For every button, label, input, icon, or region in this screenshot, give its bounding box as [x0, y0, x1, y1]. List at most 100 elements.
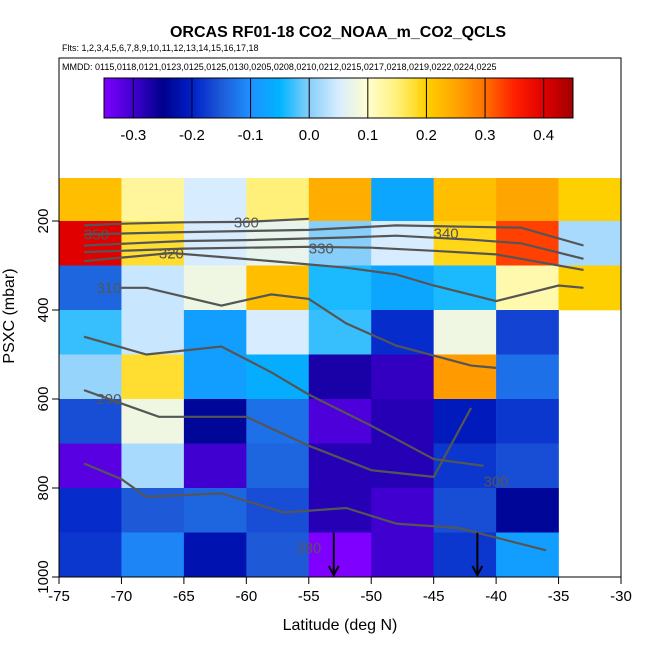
heatmap-cell	[433, 488, 497, 533]
colorbar-swatch	[225, 78, 229, 118]
colorbar-swatch	[275, 78, 279, 118]
contour-line	[83, 335, 484, 467]
contour-label: 300	[484, 473, 509, 490]
colorbar-swatch	[148, 78, 152, 118]
colorbar-tick-label: 0.2	[416, 127, 437, 144]
heatmap-cell	[558, 221, 622, 266]
colorbar-swatch	[108, 78, 112, 118]
colorbar-swatch	[179, 78, 182, 118]
colorbar-swatch	[387, 78, 391, 118]
colorbar-swatch	[261, 78, 264, 118]
colorbar-swatch	[296, 78, 300, 118]
y-tick-label: 800	[35, 475, 52, 500]
contour-lines	[83, 217, 584, 552]
colorbar-swatch	[326, 78, 330, 118]
colorbar-swatch	[305, 78, 309, 118]
colorbar-swatch	[551, 78, 555, 118]
contour-line	[83, 245, 584, 271]
colorbar-swatch	[504, 78, 508, 118]
colorbar-swatch	[474, 78, 478, 118]
colorbar-swatch	[230, 78, 234, 118]
colorbar-swatch	[254, 78, 257, 118]
heatmap-cell	[433, 354, 497, 400]
colorbar-swatch	[439, 78, 443, 118]
colorbar-swatch	[174, 78, 178, 118]
colorbar-swatch	[415, 78, 419, 118]
colorbar-swatch	[324, 78, 328, 118]
heatmap-cell	[496, 310, 559, 355]
colorbar-tick-label: 0.3	[475, 127, 496, 144]
colorbar-swatch	[361, 78, 365, 118]
colorbar-swatch	[247, 78, 250, 118]
colorbar-swatch	[570, 78, 574, 118]
colorbar-swatch	[303, 78, 307, 118]
colorbar-swatch	[521, 78, 525, 118]
colorbar-swatch	[404, 78, 408, 118]
colorbar-swatch	[312, 78, 316, 118]
heatmap-cell	[121, 310, 185, 355]
colorbar-swatch	[221, 78, 225, 118]
colorbar-swatch	[500, 78, 504, 118]
heatmap-cell	[59, 532, 122, 578]
contour-line	[83, 217, 309, 227]
flight-arrow-head	[327, 565, 340, 578]
heatmap-cell	[246, 532, 310, 578]
chart-title: ORCAS RF01-18 CO2_NOAA_m_CO2_QCLS	[170, 24, 506, 41]
colorbar-swatch	[408, 78, 412, 118]
colorbar-swatch	[373, 78, 377, 118]
colorbar-swatch	[411, 78, 415, 118]
x-tick-label: -30	[610, 588, 632, 605]
heatmap-cell	[59, 265, 122, 311]
heatmap-cell	[121, 532, 185, 578]
colorbar-swatch	[228, 78, 232, 118]
colorbar-swatch	[263, 78, 267, 118]
heatmap-cell	[183, 354, 247, 400]
colorbar-swatch	[368, 78, 372, 118]
heatmap-cell	[496, 399, 559, 444]
colorbar-swatch	[129, 78, 133, 118]
heatmap-cell	[496, 488, 559, 533]
heatmap-cell	[121, 178, 185, 222]
colorbar-swatch	[413, 78, 417, 118]
colorbar-swatch	[392, 78, 396, 118]
contour-label: 290	[96, 391, 121, 408]
heatmap-cell	[371, 532, 434, 578]
colorbar-swatch	[549, 78, 553, 118]
colorbar-swatch	[380, 78, 384, 118]
colorbar-swatch	[350, 78, 354, 118]
colorbar-swatch	[300, 78, 304, 118]
x-tick-label: -65	[173, 588, 195, 605]
heatmap-cell	[371, 354, 434, 400]
contour-line	[83, 224, 584, 247]
colorbar-swatch	[214, 78, 218, 118]
colorbar-swatch	[202, 78, 206, 118]
colorbar-swatch	[289, 78, 293, 118]
colorbar-swatch	[540, 78, 544, 118]
colorbar-swatch	[444, 78, 447, 118]
colorbar-swatch	[125, 78, 128, 118]
colorbar-swatch	[113, 78, 117, 118]
y-tick-label: 200	[35, 208, 52, 233]
colorbar-swatch	[488, 78, 492, 118]
heatmap-cell	[246, 443, 310, 489]
colorbar-swatch	[244, 78, 248, 118]
colorbar-swatch	[268, 78, 271, 118]
colorbar-swatch	[162, 78, 166, 118]
colorbar-swatch	[376, 78, 379, 118]
contour-label: 320	[159, 245, 184, 262]
heatmap-cell	[371, 399, 434, 444]
colorbar-swatch	[291, 78, 295, 118]
heatmap-cell	[246, 221, 310, 266]
colorbar-swatch	[547, 78, 551, 118]
contour-line	[83, 389, 473, 479]
colorbar-swatch	[134, 78, 138, 118]
x-tick-label: -55	[298, 588, 320, 605]
contour-label: 330	[309, 241, 334, 258]
colorbar-swatch	[530, 78, 534, 118]
colorbar-swatch	[406, 78, 410, 118]
colorbar-swatch	[272, 78, 276, 118]
colorbar-swatch	[181, 78, 185, 118]
x-tick-label: -75	[48, 588, 70, 605]
colorbar-swatch	[455, 78, 459, 118]
